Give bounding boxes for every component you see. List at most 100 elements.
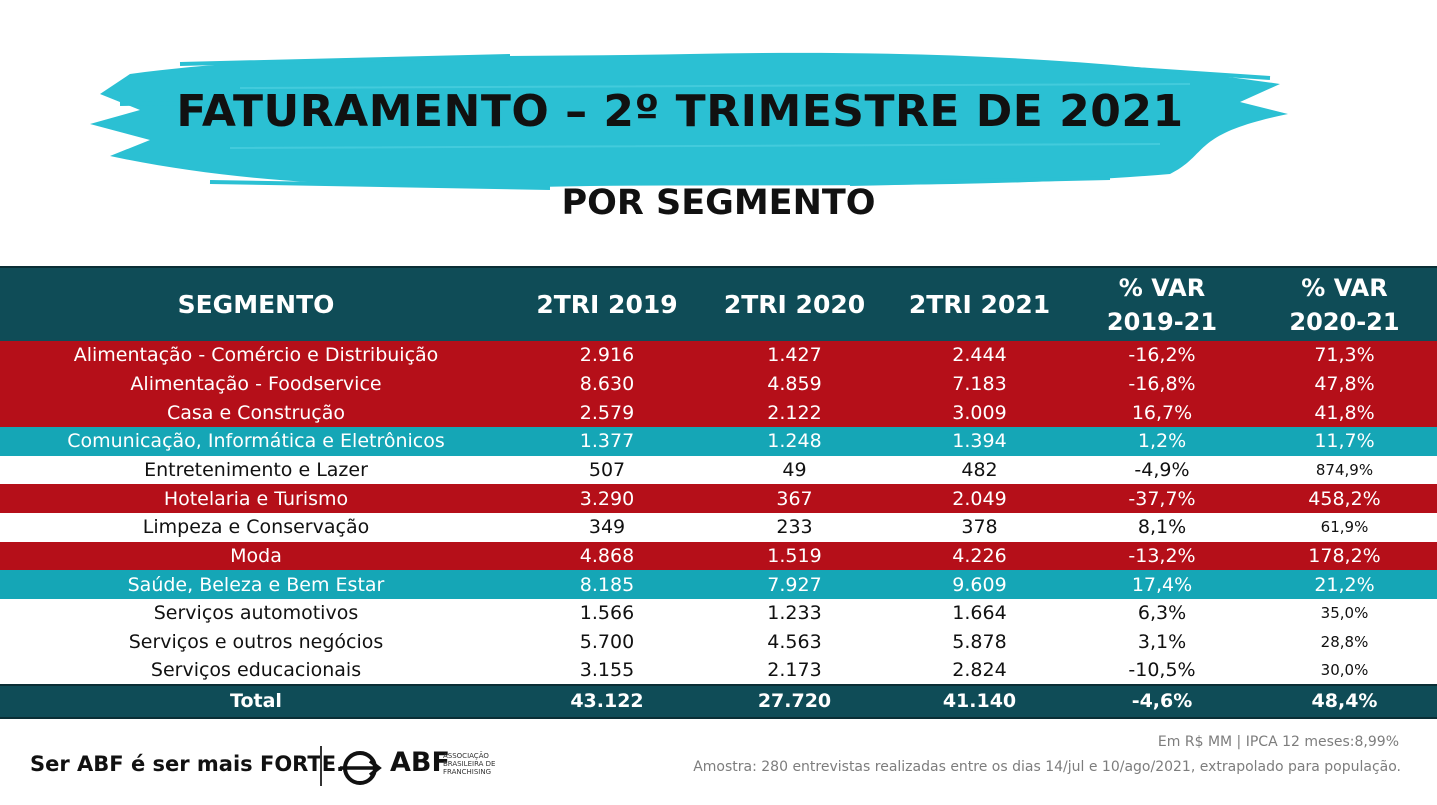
abf-logo-text: ABF xyxy=(390,747,450,778)
table-row: Casa e Construção 2.579 2.122 3.009 16,7… xyxy=(0,398,1437,427)
var-2020-21-cell: 61,9% xyxy=(1252,512,1437,542)
slogan-emphasis: FORTE. xyxy=(259,752,345,776)
value-2020-cell: 4.859 xyxy=(702,369,887,399)
col-header-var-2019-21: % VAR 2019-21 xyxy=(1072,267,1252,341)
var-2020-21-cell: 47,8% xyxy=(1252,369,1437,399)
var-2019-21-cell: 3,1% xyxy=(1072,627,1252,657)
page-subtitle: POR SEGMENTO xyxy=(561,183,876,223)
value-2019-cell: 3.290 xyxy=(512,484,702,513)
var-2020-21-cell: 41,8% xyxy=(1252,398,1437,427)
value-2021-cell: 2.049 xyxy=(887,484,1072,513)
total-2020: 27.720 xyxy=(702,683,887,719)
total-label: Total xyxy=(0,683,512,719)
currency-note: Em R$ MM | IPCA 12 meses:8,99% xyxy=(1157,734,1399,750)
segment-cell: Alimentação - Comércio e Distribuição xyxy=(0,341,512,370)
var-2019-21-cell: -37,7% xyxy=(1072,484,1252,513)
slogan-text: Ser ABF é ser mais xyxy=(30,752,260,776)
value-2021-cell: 2.824 xyxy=(887,656,1072,685)
value-2021-cell: 2.444 xyxy=(887,341,1072,370)
var-2020-21-cell: 21,2% xyxy=(1252,570,1437,599)
col-header-2020: 2TRI 2020 xyxy=(723,290,866,319)
table-row: Comunicação, Informática e Eletrônicos 1… xyxy=(0,426,1437,456)
sample-note: Amostra: 280 entrevistas realizadas entr… xyxy=(693,759,1401,775)
value-2019-cell: 8.630 xyxy=(512,369,702,399)
table-row: Saúde, Beleza e Bem Estar 8.185 7.927 9.… xyxy=(0,570,1437,599)
value-2021-cell: 3.009 xyxy=(887,398,1072,427)
segment-cell: Moda xyxy=(0,541,512,571)
value-2020-cell: 2.122 xyxy=(702,398,887,427)
var-2019-21-cell: -10,5% xyxy=(1072,656,1252,685)
table-row: Entretenimento e Lazer 507 49 482 -4,9% … xyxy=(0,455,1437,485)
total-row: Total 43.122 27.720 41.140 -4,6% 48,4% xyxy=(0,683,1437,719)
value-2019-cell: 1.377 xyxy=(512,426,702,456)
value-2020-cell: 367 xyxy=(702,484,887,513)
table-row: Alimentação - Foodservice 8.630 4.859 7.… xyxy=(0,369,1437,399)
brush-stroke-banner xyxy=(90,52,1288,190)
var-2020-21-cell: 30,0% xyxy=(1252,656,1437,685)
var-2020-21-cell: 35,0% xyxy=(1252,598,1437,628)
value-2019-cell: 1.566 xyxy=(512,598,702,628)
value-2021-cell: 378 xyxy=(887,512,1072,542)
value-2019-cell: 5.700 xyxy=(512,627,702,657)
value-2020-cell: 1.233 xyxy=(702,598,887,628)
value-2021-cell: 482 xyxy=(887,455,1072,485)
value-2019-cell: 8.185 xyxy=(512,570,702,599)
var-2019-21-cell: -13,2% xyxy=(1072,541,1252,571)
var-2019-21-cell: 17,4% xyxy=(1072,570,1252,599)
value-2021-cell: 4.226 xyxy=(887,541,1072,571)
segment-cell: Limpeza e Conservação xyxy=(0,512,512,542)
abf-logo-subtext: ASSOCIAÇÃO BRASILEIRA DE FRANCHISING xyxy=(443,752,496,776)
abf-logo-icon xyxy=(340,751,382,785)
value-2021-cell: 5.878 xyxy=(887,627,1072,657)
total-var-2019-21: -4,6% xyxy=(1072,683,1252,719)
table-row: Moda 4.868 1.519 4.226 -13,2% 178,2% xyxy=(0,541,1437,571)
value-2020-cell: 1.519 xyxy=(702,541,887,571)
segment-cell: Entretenimento e Lazer xyxy=(0,455,512,485)
value-2021-cell: 7.183 xyxy=(887,369,1072,399)
var-2020-21-cell: 458,2% xyxy=(1252,484,1437,513)
var-2019-21-cell: 8,1% xyxy=(1072,512,1252,542)
value-2019-cell: 4.868 xyxy=(512,541,702,571)
table-header-row: SEGMENTO 2TRI 2019 2TRI 2020 2TRI 2021 %… xyxy=(0,267,1437,341)
col-header-2021: 2TRI 2021 xyxy=(908,290,1051,319)
segment-cell: Serviços automotivos xyxy=(0,598,512,628)
value-2019-cell: 3.155 xyxy=(512,656,702,685)
value-2020-cell: 4.563 xyxy=(702,627,887,657)
table-row: Hotelaria e Turismo 3.290 367 2.049 -37,… xyxy=(0,484,1437,513)
total-2019: 43.122 xyxy=(512,683,702,719)
col-header-var2-line1: % VAR xyxy=(1301,273,1388,302)
segment-cell: Casa e Construção xyxy=(0,398,512,427)
total-2021: 41.140 xyxy=(887,683,1072,719)
var-2019-21-cell: 16,7% xyxy=(1072,398,1252,427)
col-header-2019: 2TRI 2019 xyxy=(536,290,678,319)
segment-cell: Serviços educacionais xyxy=(0,656,512,685)
value-2019-cell: 2.916 xyxy=(512,341,702,370)
table-row: Serviços e outros negócios 5.700 4.563 5… xyxy=(0,627,1437,657)
col-header-var1-line2: 2019-21 xyxy=(1106,307,1218,336)
var-2020-21-cell: 28,8% xyxy=(1252,627,1437,657)
value-2020-cell: 2.173 xyxy=(702,656,887,685)
table-row: Alimentação - Comércio e Distribuição 2.… xyxy=(0,341,1437,370)
var-2019-21-cell: -16,8% xyxy=(1072,369,1252,399)
value-2020-cell: 1.248 xyxy=(702,426,887,456)
value-2020-cell: 1.427 xyxy=(702,341,887,370)
table-row: Limpeza e Conservação 349 233 378 8,1% 6… xyxy=(0,512,1437,542)
var-2020-21-cell: 71,3% xyxy=(1252,341,1437,370)
var-2020-21-cell: 178,2% xyxy=(1252,541,1437,571)
segment-cell: Alimentação - Foodservice xyxy=(0,369,512,399)
footer-divider xyxy=(320,746,322,786)
var-2020-21-cell: 874,9% xyxy=(1252,455,1437,485)
value-2020-cell: 233 xyxy=(702,512,887,542)
value-2021-cell: 1.664 xyxy=(887,598,1072,628)
var-2019-21-cell: -4,9% xyxy=(1072,455,1252,485)
page-title: FATURAMENTO – 2º TRIMESTRE DE 2021 xyxy=(176,86,1184,137)
var-2019-21-cell: -16,2% xyxy=(1072,341,1252,370)
col-header-var-2020-21: % VAR 2020-21 xyxy=(1252,267,1437,341)
segment-cell: Hotelaria e Turismo xyxy=(0,484,512,513)
value-2019-cell: 349 xyxy=(512,512,702,542)
value-2020-cell: 49 xyxy=(702,455,887,485)
col-header-var2-line2: 2020-21 xyxy=(1289,307,1400,336)
total-var-2020-21: 48,4% xyxy=(1252,683,1437,719)
var-2019-21-cell: 6,3% xyxy=(1072,598,1252,628)
footer-slogan: Ser ABF é ser mais FORTE. xyxy=(30,752,344,776)
